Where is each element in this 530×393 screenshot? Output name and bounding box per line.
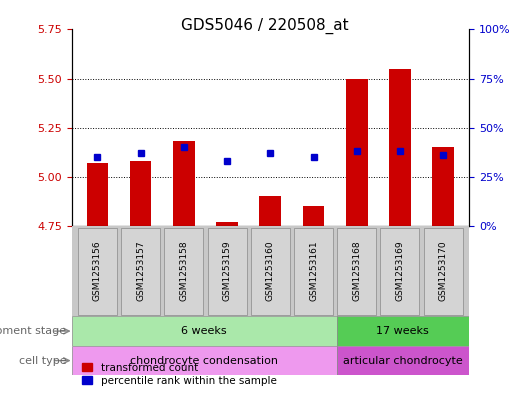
Bar <box>72 346 337 375</box>
Text: GSM1253158: GSM1253158 <box>179 241 188 301</box>
Text: 6 weeks: 6 weeks <box>181 326 227 336</box>
Bar <box>216 222 238 226</box>
Text: GDS5046 / 220508_at: GDS5046 / 220508_at <box>181 18 349 34</box>
Text: GSM1253168: GSM1253168 <box>352 241 361 301</box>
FancyBboxPatch shape <box>423 228 463 314</box>
Legend: transformed count, percentile rank within the sample: transformed count, percentile rank withi… <box>82 363 277 386</box>
Bar <box>346 79 367 226</box>
FancyBboxPatch shape <box>337 228 376 314</box>
Text: GSM1253160: GSM1253160 <box>266 241 275 301</box>
Text: development stage: development stage <box>0 326 66 336</box>
Bar <box>260 196 281 226</box>
Bar <box>130 161 152 226</box>
Text: GSM1253156: GSM1253156 <box>93 241 102 301</box>
Text: GSM1253170: GSM1253170 <box>439 241 448 301</box>
Text: chondrocyte condensation: chondrocyte condensation <box>130 356 278 365</box>
Bar <box>389 69 411 226</box>
Bar <box>337 316 469 346</box>
FancyBboxPatch shape <box>164 228 204 314</box>
Text: GSM1253157: GSM1253157 <box>136 241 145 301</box>
Bar <box>337 346 469 375</box>
Text: articular chondrocyte: articular chondrocyte <box>343 356 463 365</box>
FancyBboxPatch shape <box>208 228 246 314</box>
Bar <box>303 206 324 226</box>
FancyBboxPatch shape <box>251 228 290 314</box>
Text: GSM1253169: GSM1253169 <box>395 241 404 301</box>
Bar <box>87 163 108 226</box>
Text: GSM1253161: GSM1253161 <box>309 241 318 301</box>
Bar <box>173 141 195 226</box>
Bar <box>72 316 337 346</box>
Text: 17 weeks: 17 weeks <box>376 326 429 336</box>
FancyBboxPatch shape <box>121 228 160 314</box>
Bar <box>432 147 454 226</box>
Text: cell type: cell type <box>19 356 66 365</box>
FancyBboxPatch shape <box>381 228 419 314</box>
FancyBboxPatch shape <box>294 228 333 314</box>
Text: GSM1253159: GSM1253159 <box>223 241 232 301</box>
FancyBboxPatch shape <box>78 228 117 314</box>
